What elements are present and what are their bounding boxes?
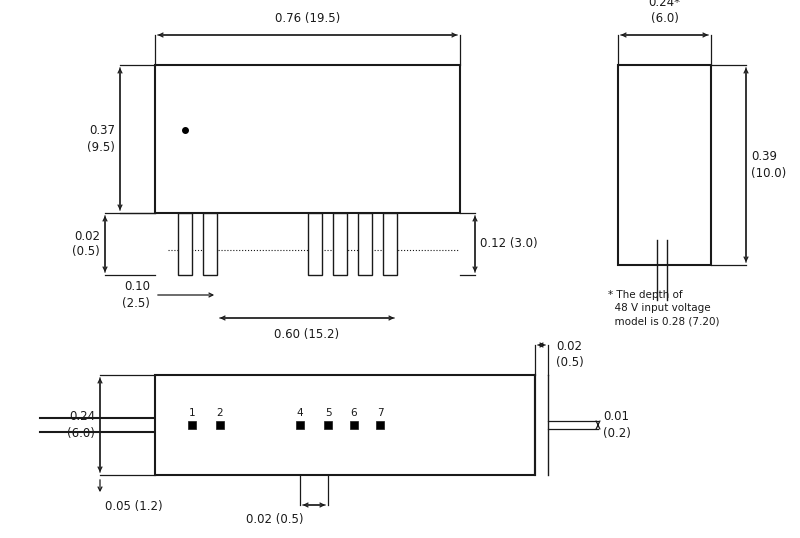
- Bar: [358, 213, 372, 275]
- Text: 0.76 (19.5): 0.76 (19.5): [275, 12, 340, 25]
- Bar: [350, 421, 358, 429]
- Text: * The depth of
  48 V input voltage
  model is 0.28 (7.20): * The depth of 48 V input voltage model …: [608, 290, 719, 327]
- Bar: [333, 213, 347, 275]
- Bar: [216, 421, 224, 429]
- Text: 7: 7: [377, 408, 383, 418]
- Text: 5: 5: [325, 408, 331, 418]
- Bar: [618, 65, 711, 265]
- Text: 0.05 (1.2): 0.05 (1.2): [105, 500, 162, 513]
- Text: 0.02
(0.5): 0.02 (0.5): [72, 230, 100, 258]
- Bar: [324, 421, 332, 429]
- Text: 0.10
(2.5): 0.10 (2.5): [122, 280, 150, 309]
- Text: 0.37
(9.5): 0.37 (9.5): [87, 124, 115, 153]
- Text: 6: 6: [350, 408, 358, 418]
- Text: 4: 4: [297, 408, 303, 418]
- Text: 0.24*
(6.0): 0.24* (6.0): [649, 0, 681, 25]
- Bar: [178, 213, 192, 275]
- Bar: [308, 213, 322, 275]
- Bar: [188, 421, 196, 429]
- Text: 0.02 (0.5): 0.02 (0.5): [246, 513, 304, 526]
- Text: 0.60 (15.2): 0.60 (15.2): [274, 328, 339, 341]
- Text: 0.02
(0.5): 0.02 (0.5): [556, 340, 584, 369]
- Text: 0.12 (3.0): 0.12 (3.0): [480, 237, 538, 251]
- Bar: [376, 421, 384, 429]
- Bar: [155, 65, 460, 213]
- Text: 1: 1: [189, 408, 195, 418]
- Text: 0.24
(6.0): 0.24 (6.0): [67, 410, 95, 440]
- Bar: [203, 213, 217, 275]
- Bar: [383, 213, 397, 275]
- Text: 0.01
(0.2): 0.01 (0.2): [603, 410, 631, 440]
- Bar: [296, 421, 304, 429]
- Text: 0.39
(10.0): 0.39 (10.0): [751, 151, 786, 180]
- Bar: [155, 375, 535, 475]
- Text: 2: 2: [217, 408, 223, 418]
